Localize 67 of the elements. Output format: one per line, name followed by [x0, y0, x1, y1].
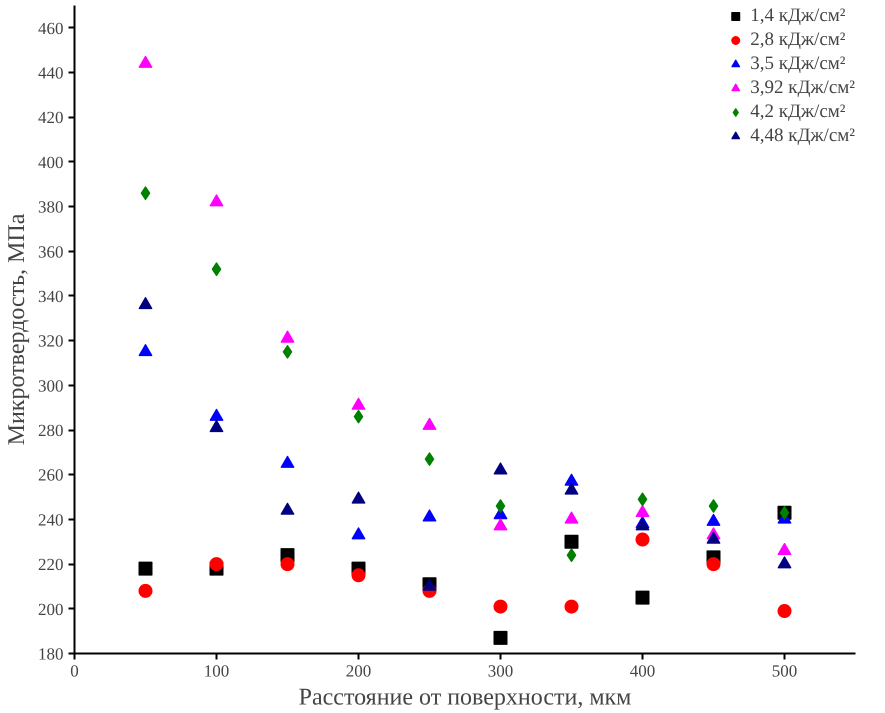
- point: [280, 456, 294, 468]
- point: [352, 527, 366, 540]
- y-tick-label: 380: [38, 198, 64, 217]
- y-tick-label: 240: [38, 510, 64, 530]
- legend-label: 4,48 кДж/см²: [750, 125, 855, 147]
- point: [352, 397, 366, 410]
- point: [636, 532, 650, 547]
- point: [280, 502, 294, 515]
- point: [352, 491, 366, 504]
- point: [706, 532, 720, 544]
- point: [138, 56, 152, 68]
- y-tick-label: 440: [38, 64, 64, 83]
- point: [494, 518, 508, 530]
- x-tick-label: 0: [70, 662, 79, 680]
- x-tick-label: 300: [488, 662, 514, 680]
- legend-label: 3,5 кДж/см²: [750, 53, 846, 75]
- point: [138, 296, 152, 310]
- x-axis-title: Расстояние от поверхности, мкм: [298, 684, 632, 710]
- x-tick-label: 500: [772, 662, 798, 680]
- point: [210, 194, 224, 206]
- x-tick-label: 100: [204, 662, 230, 680]
- x-tick-label: 400: [630, 662, 656, 680]
- y-tick-label: 280: [38, 421, 64, 440]
- point: [778, 604, 792, 618]
- y-tick-label: 360: [38, 242, 64, 262]
- legend-label: 2,8 кДж/см²: [750, 29, 846, 51]
- point: [564, 534, 578, 549]
- x-tick-label: 200: [346, 662, 372, 680]
- y-tick-label: 180: [38, 644, 64, 664]
- point: [494, 600, 508, 614]
- point: [422, 509, 436, 522]
- legend-label: 4,2 кДж/см²: [750, 101, 846, 123]
- point: [138, 562, 152, 576]
- y-tick-label: 200: [38, 600, 64, 619]
- point: [564, 511, 578, 524]
- y-tick-label: 420: [38, 108, 64, 128]
- point: [564, 482, 578, 495]
- y-tick-label: 340: [38, 286, 64, 306]
- point: [778, 542, 792, 555]
- point: [280, 330, 294, 343]
- point: [706, 557, 720, 572]
- y-tick-label: 320: [38, 332, 64, 351]
- point: [564, 473, 578, 486]
- legend-label: 1,4 кДж/см²: [750, 5, 846, 27]
- point: [778, 556, 792, 568]
- point: [706, 514, 720, 526]
- point: [636, 504, 650, 517]
- y-tick-label: 220: [38, 555, 64, 574]
- point: [210, 420, 224, 432]
- y-axis-title: Микротвердость, МПа: [4, 213, 30, 446]
- point: [494, 630, 508, 645]
- point: [138, 584, 152, 598]
- point: [494, 462, 508, 475]
- point: [352, 568, 366, 582]
- y-tick-label: 460: [38, 18, 64, 38]
- point: [210, 408, 224, 421]
- point: [636, 518, 650, 530]
- point: [564, 600, 578, 614]
- y-tick-label: 400: [38, 152, 64, 172]
- legend-label: 3,92 кДж/см²: [750, 77, 855, 99]
- point: [636, 590, 650, 605]
- point: [210, 557, 224, 572]
- point: [138, 344, 152, 356]
- y-tick-label: 260: [38, 466, 64, 485]
- point: [280, 557, 294, 572]
- point: [422, 418, 436, 430]
- y-tick-label: 300: [38, 376, 64, 396]
